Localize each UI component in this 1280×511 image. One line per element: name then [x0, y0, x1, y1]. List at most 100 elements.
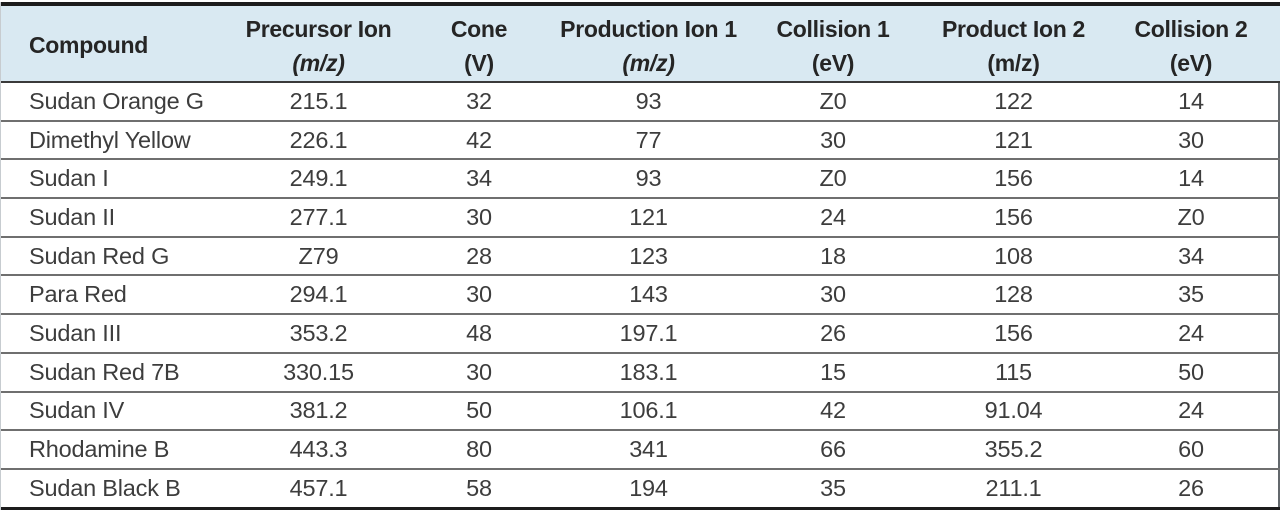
table-header: Compound Precursor Ion (m/z) Cone (V) Product…	[1, 2, 1280, 83]
compound-cell: Para Red	[1, 275, 236, 316]
compound-cell: Sudan I	[1, 159, 236, 200]
value-cell: 115	[926, 352, 1101, 393]
value-cell: 156	[926, 198, 1101, 238]
value-cell: 35	[1101, 275, 1280, 316]
value-cell: 32	[401, 82, 557, 122]
value-cell: 106.1	[557, 391, 740, 432]
value-cell: 156	[926, 314, 1101, 354]
value-cell: 18	[740, 236, 926, 277]
compound-cell: Sudan Orange G	[1, 82, 236, 122]
value-cell: 34	[401, 159, 557, 200]
value-cell: 91.04	[926, 391, 1101, 432]
column-header-production-ion-1: Production Ion 1 (m/z)	[557, 2, 740, 83]
table-row: Sudan IV 381.2 50 106.1 42 91.04 24	[1, 391, 1280, 432]
table-row: Rhodamine B 443.3 80 341 66 355.2 60	[1, 430, 1280, 470]
value-cell: 24	[1101, 391, 1280, 432]
value-cell: 128	[926, 275, 1101, 316]
value-cell: 156	[926, 159, 1101, 200]
value-cell: 108	[926, 236, 1101, 277]
column-label: Cone	[450, 16, 508, 42]
column-header-collision-1: Collision 1 (eV)	[740, 2, 926, 83]
value-cell: 48	[401, 314, 557, 354]
value-cell: 183.1	[557, 352, 740, 393]
value-cell: 93	[557, 159, 740, 200]
column-header-compound: Compound	[1, 2, 236, 83]
value-cell: 28	[401, 236, 557, 277]
value-cell: 249.1	[236, 159, 401, 200]
column-header-product-ion-2: Product Ion 2 (m/z)	[926, 2, 1101, 83]
header-row: Compound Precursor Ion (m/z) Cone (V) Product…	[1, 2, 1280, 83]
value-cell: 294.1	[236, 275, 401, 316]
column-header-cone: Cone (V)	[401, 2, 557, 83]
value-cell: 121	[557, 198, 740, 238]
value-cell: 35	[740, 468, 926, 510]
value-cell: 355.2	[926, 430, 1101, 470]
compound-cell: Rhodamine B	[1, 430, 236, 470]
compound-cell: Sudan Red 7B	[1, 352, 236, 393]
value-cell: 66	[740, 430, 926, 470]
column-unit-label: (m/z)	[622, 50, 675, 76]
column-unit-label: (eV)	[1169, 50, 1213, 76]
table-row: Sudan Red G Z79 28 123 18 108 34	[1, 236, 1280, 277]
column-label: Product Ion 2	[941, 16, 1086, 42]
value-cell: 30	[740, 120, 926, 161]
column-header-collision-2: Collision 2 (eV)	[1101, 2, 1280, 83]
compound-cell: Sudan III	[1, 314, 236, 354]
table-row: Sudan I 249.1 34 93 Z0 156 14	[1, 159, 1280, 200]
compound-cell: Sudan Black B	[1, 468, 236, 510]
value-cell: 60	[1101, 430, 1280, 470]
column-unit-label: (V)	[464, 50, 494, 76]
column-label: Precursor Ion	[245, 16, 392, 42]
table-row: Para Red 294.1 30 143 30 128 35	[1, 275, 1280, 316]
value-cell: 211.1	[926, 468, 1101, 510]
value-cell: 34	[1101, 236, 1280, 277]
value-cell: 123	[557, 236, 740, 277]
value-cell: 30	[401, 275, 557, 316]
value-cell: 24	[1101, 314, 1280, 354]
value-cell: 353.2	[236, 314, 401, 354]
column-header-precursor-ion: Precursor Ion (m/z)	[236, 2, 401, 83]
table-row: Sudan Orange G 215.1 32 93 Z0 122 14	[1, 82, 1280, 122]
compound-cell: Sudan Red G	[1, 236, 236, 277]
value-cell: 15	[740, 352, 926, 393]
value-cell: 121	[926, 120, 1101, 161]
value-cell: 50	[1101, 352, 1280, 393]
value-cell: 77	[557, 120, 740, 161]
column-unit-label: (eV)	[811, 50, 855, 76]
value-cell: 30	[1101, 120, 1280, 161]
value-cell: 122	[926, 82, 1101, 122]
value-cell: 93	[557, 82, 740, 122]
value-cell: 42	[740, 391, 926, 432]
value-cell: 80	[401, 430, 557, 470]
table-row: Sudan III 353.2 48 197.1 26 156 24	[1, 314, 1280, 354]
value-cell: Z0	[740, 159, 926, 200]
value-cell: 330.15	[236, 352, 401, 393]
column-label: Collision 1	[776, 16, 890, 42]
value-cell: Z0	[740, 82, 926, 122]
table-row: Sudan II 277.1 30 121 24 156 Z0	[1, 198, 1280, 238]
compound-cell: Sudan II	[1, 198, 236, 238]
column-label: Compound	[29, 31, 148, 58]
compound-cell: Dimethyl Yellow	[1, 120, 236, 161]
value-cell: 14	[1101, 159, 1280, 200]
value-cell: 341	[557, 430, 740, 470]
column-label: Collision 2	[1134, 16, 1248, 42]
value-cell: 381.2	[236, 391, 401, 432]
column-unit-label: (m/z)	[987, 50, 1040, 76]
value-cell: 30	[401, 198, 557, 238]
value-cell: 226.1	[236, 120, 401, 161]
value-cell: 26	[740, 314, 926, 354]
value-cell: 30	[401, 352, 557, 393]
value-cell: 26	[1101, 468, 1280, 510]
value-cell: 457.1	[236, 468, 401, 510]
value-cell: 194	[557, 468, 740, 510]
table-row: Sudan Red 7B 330.15 30 183.1 15 115 50	[1, 352, 1280, 393]
value-cell: 50	[401, 391, 557, 432]
value-cell: 215.1	[236, 82, 401, 122]
column-unit-label: (m/z)	[292, 50, 345, 76]
value-cell: 143	[557, 275, 740, 316]
value-cell: Z79	[236, 236, 401, 277]
value-cell: 197.1	[557, 314, 740, 354]
